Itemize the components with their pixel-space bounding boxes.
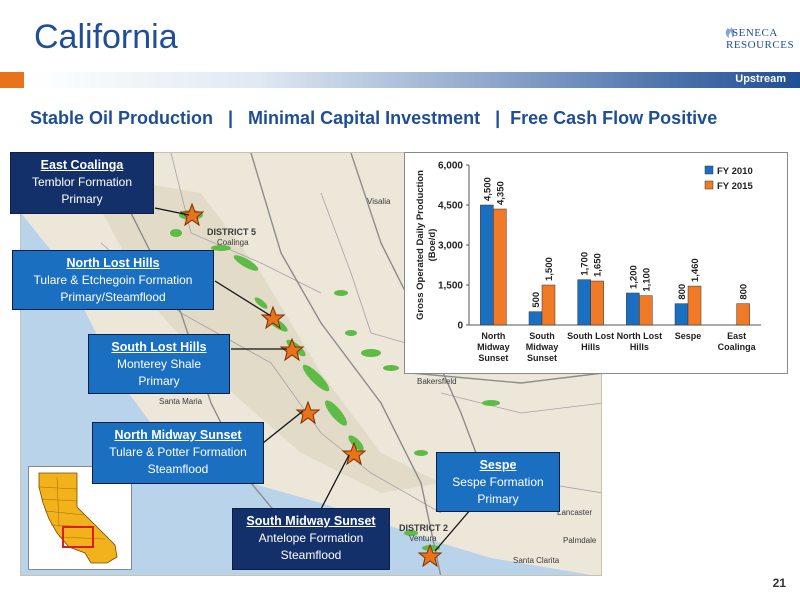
map-label-santa-maria: Santa Maria <box>159 397 203 406</box>
x-tick-label: Sunset <box>478 353 508 363</box>
logo-text-top: SENECA <box>732 27 778 39</box>
x-tick-label: Hills <box>581 342 600 352</box>
callout-title: North Midway Sunset <box>114 428 242 442</box>
legend-label: FY 2015 <box>717 181 753 192</box>
bar-fy-2015 <box>639 295 653 326</box>
map-label-coalinga: Coalinga <box>217 238 249 247</box>
legend-swatch <box>704 180 714 190</box>
y-tick-label: 4,500 <box>438 201 463 212</box>
callout-method: Primary <box>138 374 180 388</box>
y-tick-label: 1,500 <box>438 281 463 292</box>
bar-fy-2015 <box>736 303 750 326</box>
y-axis-title: Gross Operated Daily Production <box>415 170 426 320</box>
x-tick-label: East <box>727 331 746 341</box>
x-tick-label: South Lost <box>567 331 614 341</box>
map-label-bakersfield: Bakersfield <box>417 377 457 386</box>
map-label-lancaster: Lancaster <box>557 508 593 517</box>
callout-method: Primary <box>61 192 103 206</box>
y-axis-unit: (Boe/d) <box>427 229 438 262</box>
slide-subtitle: Stable Oil Production | Minimal Capital … <box>30 108 718 128</box>
production-chart: 0 1,500 3,000 4,500 6,000 Gross Operated Dail… <box>404 152 788 374</box>
header-accent <box>0 72 24 88</box>
data-label: 4,350 <box>495 181 506 205</box>
y-tick-label: 3,000 <box>438 241 463 252</box>
x-tick-label: Sespe <box>675 331 702 341</box>
data-label: 1,700 <box>580 252 591 276</box>
callout-method: Steamflood <box>280 548 342 562</box>
logo-text-bottom: RESOURCES <box>726 39 795 51</box>
callout-title: Sespe <box>479 458 517 472</box>
callout-north-midway-sunset: North Midway Sunset Tulare & Potter Form… <box>92 422 264 484</box>
callout-title: North Lost Hills <box>66 256 160 270</box>
x-tick-label: Sunset <box>527 353 557 363</box>
data-label: 800 <box>739 284 750 300</box>
legend-label: FY 2010 <box>717 166 753 177</box>
callout-north-lost-hills: North Lost Hills Tulare & Etchegoin Form… <box>12 250 214 310</box>
x-tick-label: South <box>529 331 555 341</box>
data-label: 800 <box>677 284 688 300</box>
data-label: 1,200 <box>628 265 639 289</box>
callout-east-coalinga: East Coalinga Temblor Formation Primary <box>10 152 154 214</box>
page-title: California <box>34 18 178 56</box>
callout-sespe: Sespe Sespe Formation Primary <box>436 452 560 512</box>
x-tick-label: Midway <box>477 342 510 352</box>
callout-title: South Lost Hills <box>111 340 207 354</box>
y-tick-label: 0 <box>457 321 463 332</box>
y-tick-label: 6,000 <box>438 161 463 172</box>
flame-icon <box>725 27 735 38</box>
data-label: 1,460 <box>690 258 701 282</box>
data-label: 4,500 <box>482 177 493 201</box>
callout-formation: Monterey Shale <box>116 357 202 371</box>
bar-fy-2010 <box>528 311 543 326</box>
map-label-santa-clarita: Santa Clarita <box>513 556 560 565</box>
bar-fy-2015 <box>493 208 507 326</box>
callout-method: Primary/Steamflood <box>60 290 166 304</box>
x-tick-label: Hills <box>630 342 649 352</box>
callout-south-midway-sunset: South Midway Sunset Antelope Formation S… <box>232 508 390 570</box>
map-label-ventura: Ventura <box>409 534 437 543</box>
x-tick-label: Coalinga <box>718 342 757 352</box>
callout-title: South Midway Sunset <box>246 514 376 528</box>
map-label-district5: DISTRICT 5 <box>207 227 257 237</box>
bar-fy-2015 <box>590 280 604 326</box>
bar-fy-2010 <box>626 292 640 326</box>
bar-chart-svg: 0 1,500 3,000 4,500 6,000 Gross Operated Dail… <box>415 161 761 363</box>
bar-fy-2015 <box>687 285 702 326</box>
map-label-palmdale: Palmdale <box>563 536 597 545</box>
company-logo: SENECA RESOURCES <box>722 24 798 56</box>
callout-formation: Tulare & Potter Formation <box>109 445 247 459</box>
page-number: 21 <box>772 576 786 590</box>
x-tick-label: Midway <box>526 342 559 352</box>
section-label: Upstream <box>735 73 786 85</box>
callout-formation: Sespe Formation <box>452 475 544 489</box>
callout-method: Primary <box>477 492 519 506</box>
bar-fy-2015 <box>541 284 556 326</box>
bar-fy-2010 <box>577 279 591 326</box>
header-band <box>30 72 800 88</box>
callout-formation: Tulare & Etchegoin Formation <box>33 273 193 287</box>
callout-south-lost-hills: South Lost Hills Monterey Shale Primary <box>88 334 230 394</box>
callout-method: Steamflood <box>147 462 209 476</box>
field-star-icons <box>179 202 443 568</box>
bar-fy-2010 <box>674 303 689 326</box>
callout-formation: Temblor Formation <box>31 175 133 189</box>
x-tick-label: North <box>481 331 505 341</box>
x-tick-label: North Lost <box>617 331 663 341</box>
map-label-visalia: Visalia <box>367 197 391 206</box>
data-label: 1,100 <box>641 268 652 292</box>
data-label: 1,500 <box>544 257 555 281</box>
data-label: 1,650 <box>593 253 604 277</box>
bar-fy-2010 <box>480 204 494 326</box>
callout-formation: Antelope Formation <box>258 531 364 545</box>
california-outline-icon <box>38 472 118 564</box>
legend-swatch <box>704 165 714 175</box>
callout-title: East Coalinga <box>40 158 124 172</box>
data-label: 500 <box>531 292 542 308</box>
map-label-district2: DISTRICT 2 <box>399 523 449 533</box>
